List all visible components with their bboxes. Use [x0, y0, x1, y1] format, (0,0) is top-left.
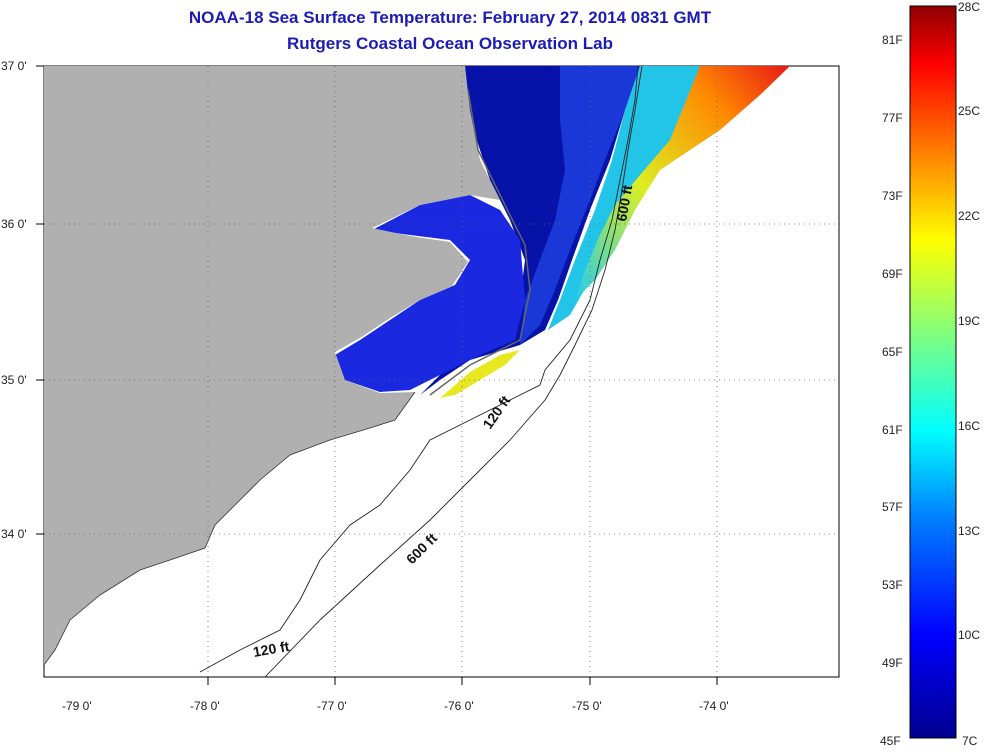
- lat-label-35: 35 0': [1, 373, 27, 387]
- lon-label-77: -77 0': [317, 699, 347, 713]
- colorbar-f-label: 65F: [882, 345, 903, 359]
- map-subtitle: Rutgers Coastal Ocean Observation Lab: [287, 34, 613, 53]
- lat-label-34: 34 0': [1, 527, 27, 541]
- lat-label-36: 36 0': [1, 217, 27, 231]
- colorbar-c-label: 7C: [962, 734, 978, 748]
- colorbar-c-label: 13C: [958, 524, 981, 538]
- sst-warm-patch: [440, 350, 520, 398]
- lon-label-78: -78 0': [190, 699, 220, 713]
- contour-label-120-south: 120 ft: [252, 638, 291, 660]
- colorbar-c-label: 19C: [958, 314, 981, 328]
- colorbar-c-label: 10C: [958, 628, 981, 642]
- contour-600ft: [264, 66, 643, 677]
- coastline: [44, 391, 416, 666]
- colorbar-f-label: 81F: [882, 33, 903, 47]
- colorbar-f-label: 53F: [882, 578, 903, 592]
- contour-120ft: [199, 66, 639, 673]
- colorbar-f-label: 57F: [882, 500, 903, 514]
- contour-label-600-north: 600 ft: [613, 183, 635, 222]
- axis-ticks: [36, 65, 718, 685]
- lon-label-79: -79 0': [62, 699, 92, 713]
- barrier-islands: [429, 89, 531, 396]
- colorbar-c-label: 16C: [958, 419, 981, 433]
- lat-label-37: 37 0': [1, 59, 27, 73]
- colorbar-c-label: 28C: [958, 0, 981, 14]
- grid-lines: [44, 66, 839, 677]
- lon-label-74: -74 0': [699, 699, 729, 713]
- colorbar-f-label: 49F: [882, 656, 903, 670]
- colorbar-f-label: 69F: [882, 267, 903, 281]
- map-title: NOAA-18 Sea Surface Temperature: Februar…: [188, 8, 712, 27]
- sst-cold-band: [520, 66, 640, 345]
- colorbar-c-label: 25C: [958, 104, 981, 118]
- land-mass: [44, 66, 500, 665]
- colorbar: [909, 5, 957, 739]
- sst-gulf-stream: [575, 66, 790, 300]
- lon-label-75: -75 0': [572, 699, 602, 713]
- colorbar-f-label: 45F: [880, 734, 901, 748]
- colorbar-c-label: 22C: [958, 209, 981, 223]
- lon-label-76: -76 0': [444, 699, 474, 713]
- colorbar-f-label: 77F: [882, 111, 903, 125]
- colorbar-f-label: 73F: [882, 189, 903, 203]
- colorbar-f-label: 61F: [882, 423, 903, 437]
- sst-sound-water: [335, 195, 525, 392]
